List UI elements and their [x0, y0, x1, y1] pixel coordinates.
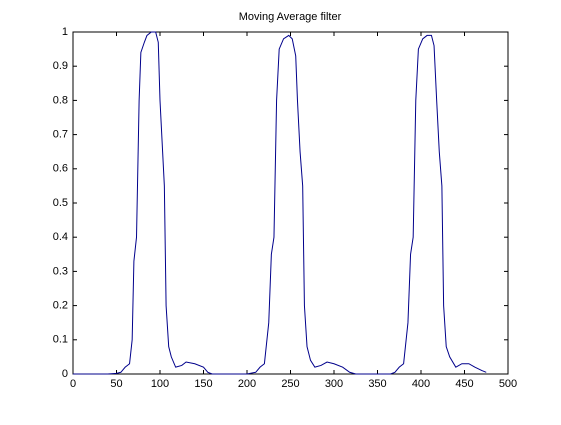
- x-tick-label: 0: [70, 378, 76, 390]
- y-tick-label: 0.3: [53, 265, 68, 277]
- y-tick-label: 0.8: [53, 94, 68, 106]
- y-tick-label: 0.4: [53, 231, 68, 243]
- x-tick-label: 400: [412, 378, 430, 390]
- chart-title: Moving Average filter: [239, 11, 342, 23]
- y-tick-label: 0.9: [53, 60, 68, 72]
- x-tick-label: 300: [325, 378, 343, 390]
- y-tick-label: 0.1: [53, 334, 68, 346]
- x-tick-label: 450: [455, 378, 473, 390]
- x-tick-label: 100: [151, 378, 169, 390]
- y-tick-label: 0.2: [53, 300, 68, 312]
- y-tick-label: 0.5: [53, 197, 68, 209]
- x-tick-label: 150: [194, 378, 212, 390]
- x-tick-label: 200: [238, 378, 256, 390]
- y-tick-label: 0.7: [53, 129, 68, 141]
- x-tick-label: 350: [368, 378, 386, 390]
- y-tick-label: 1: [62, 26, 68, 38]
- x-tick-label: 250: [281, 378, 299, 390]
- y-tick-label: 0: [62, 368, 68, 380]
- axes-box: [72, 31, 509, 375]
- x-tick-label: 50: [110, 378, 122, 390]
- data-line: [73, 31, 487, 375]
- y-tick-label: 0.6: [53, 163, 68, 175]
- x-tick-label: 500: [499, 378, 517, 390]
